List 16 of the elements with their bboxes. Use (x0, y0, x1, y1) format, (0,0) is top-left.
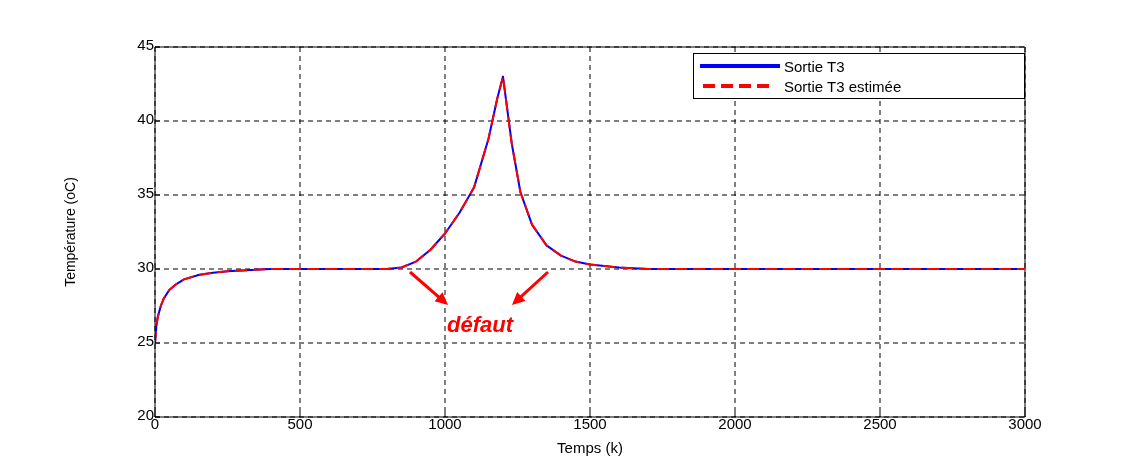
x-tick-label: 2000 (718, 414, 752, 432)
x-tick-label: 1000 (428, 414, 462, 432)
y-tick-label: 45 (137, 36, 154, 54)
y-tick-label: 30 (137, 258, 154, 276)
x-tick-label: 500 (287, 414, 313, 432)
x-tick-label: 2500 (863, 414, 897, 432)
y-tick-label: 40 (137, 110, 154, 128)
x-axis-title: Temps (k) (557, 439, 623, 456)
legend-label: Sortie T3 estimée (784, 77, 902, 95)
x-tick-label: 1500 (573, 414, 607, 432)
annotation: défaut (447, 312, 515, 337)
y-axis-title: Température (oC) (61, 177, 78, 287)
legend-label: Sortie T3 (784, 57, 845, 75)
y-tick-label: 35 (137, 184, 154, 202)
x-tick-label: 3000 (1008, 414, 1042, 432)
y-tick-label: 25 (137, 332, 154, 350)
